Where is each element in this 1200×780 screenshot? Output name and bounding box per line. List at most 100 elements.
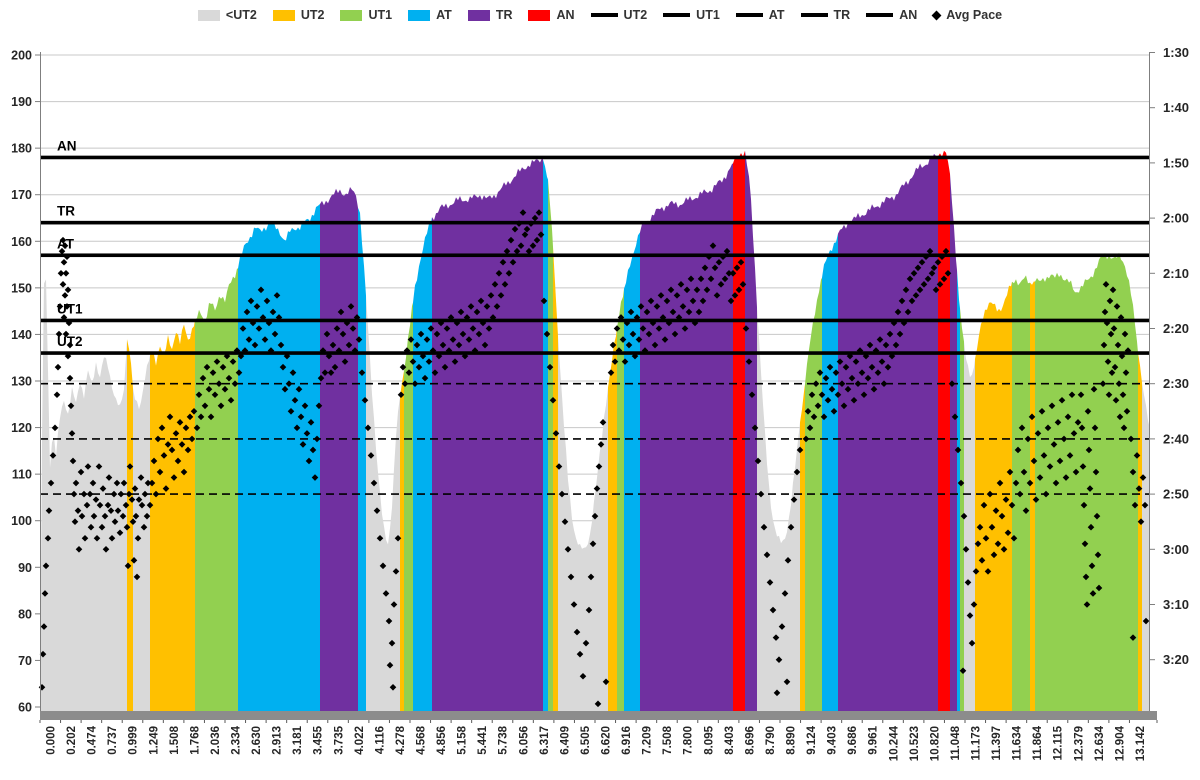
pace-point [1088,562,1096,570]
right-axis-label: 3:00 [1163,542,1189,557]
pace-point [607,369,615,376]
pace-point [1050,441,1058,448]
legend-item-line-UT2: UT2 [590,8,647,22]
pace-point [190,408,198,415]
pace-point [966,612,974,619]
x-axis-label: 1.249 [148,726,160,755]
pace-point [570,601,578,608]
hr-area-at [543,159,548,712]
pace-point [649,319,657,327]
pace-point [443,325,451,332]
pace-point [188,435,196,443]
threshold-line-ut1 [40,318,1150,323]
pace-point [1022,507,1030,514]
pace-point [942,247,950,255]
left-axis-label: 80 [18,607,32,621]
pace-point [376,534,384,542]
pace-point [47,479,55,487]
pace-point [589,540,597,548]
pace-point [66,374,74,382]
pace-point [69,457,77,465]
x-axis-label: 0.999 [128,726,140,755]
pace-point [347,303,355,310]
pace-point [1142,617,1150,625]
pace-point [299,441,307,448]
pace-point [683,286,691,294]
pace-point [447,314,455,321]
pace-point [778,623,786,630]
left-axis-label: 100 [11,514,32,528]
pace-point [609,341,617,349]
pace-point [445,347,453,354]
pace-point [1133,452,1141,459]
pace-point [154,435,162,443]
pace-point [389,684,397,691]
pace-point [629,330,637,338]
pace-point [868,363,876,371]
x-axis-label: 11.173 [971,726,983,761]
hr-area-ut2 [800,384,805,711]
pace-point [1036,474,1044,481]
x-axis-label: 6.056 [518,726,530,755]
pace-point [856,347,864,354]
x-axis-label: 2.036 [210,726,222,755]
pace-point [235,369,243,376]
x-axis-label: 6.317 [539,726,551,755]
pace-point [619,336,627,343]
x-axis-label: 5.441 [477,725,489,754]
x-axis-label: 10.244 [888,725,900,761]
pace-point [174,457,182,465]
pace-point [681,325,689,332]
pace-point [107,507,115,514]
threshold-line-at [40,253,1150,258]
pace-point [784,557,792,564]
x-axis-label: 8.890 [786,726,798,755]
pace-point [70,490,78,498]
pace-point [974,540,982,548]
pace-point [1082,573,1090,581]
pace-point [888,352,896,360]
pace-point [67,402,75,410]
pace-point [527,220,535,227]
pace-point [180,468,188,476]
hr-area-ut2 [150,319,195,711]
pace-point [1121,330,1129,338]
left-axis-label: 190 [11,95,32,109]
pace-point [1120,424,1128,432]
left-axis-label: 130 [11,375,32,389]
pace-point [1038,408,1046,415]
pace-point [951,413,959,421]
pace-point [1068,391,1076,399]
pace-point [158,424,166,432]
pace-point [773,689,781,697]
pace-point [766,579,774,586]
pace-point [737,258,745,266]
pace-point [182,424,190,432]
x-axis-label: 7.209 [642,726,654,755]
x-axis-label: 0.202 [66,726,78,755]
pace-point [87,523,95,531]
x-axis-label: 8.403 [724,726,736,755]
pace-point [166,413,174,421]
pace-point [934,258,942,266]
pace-point [75,546,83,553]
pace-point [695,308,703,316]
pace-point [769,606,777,614]
pace-point [1028,413,1036,421]
pace-point [479,319,487,327]
pace-point [1072,468,1080,476]
pace-point [685,308,693,316]
pace-point [41,590,49,597]
pace-point [63,303,71,310]
pace-point [125,490,133,498]
pace-point [140,523,148,531]
pace-point [1114,341,1122,349]
pace-point [303,430,311,437]
pace-point [994,540,1002,548]
pace-point [1135,485,1143,492]
pace-point [1094,551,1102,559]
pace-point [1107,330,1115,338]
pace-point [501,281,509,288]
pace-point [910,270,918,277]
right-axis-label: 2:50 [1163,487,1189,502]
